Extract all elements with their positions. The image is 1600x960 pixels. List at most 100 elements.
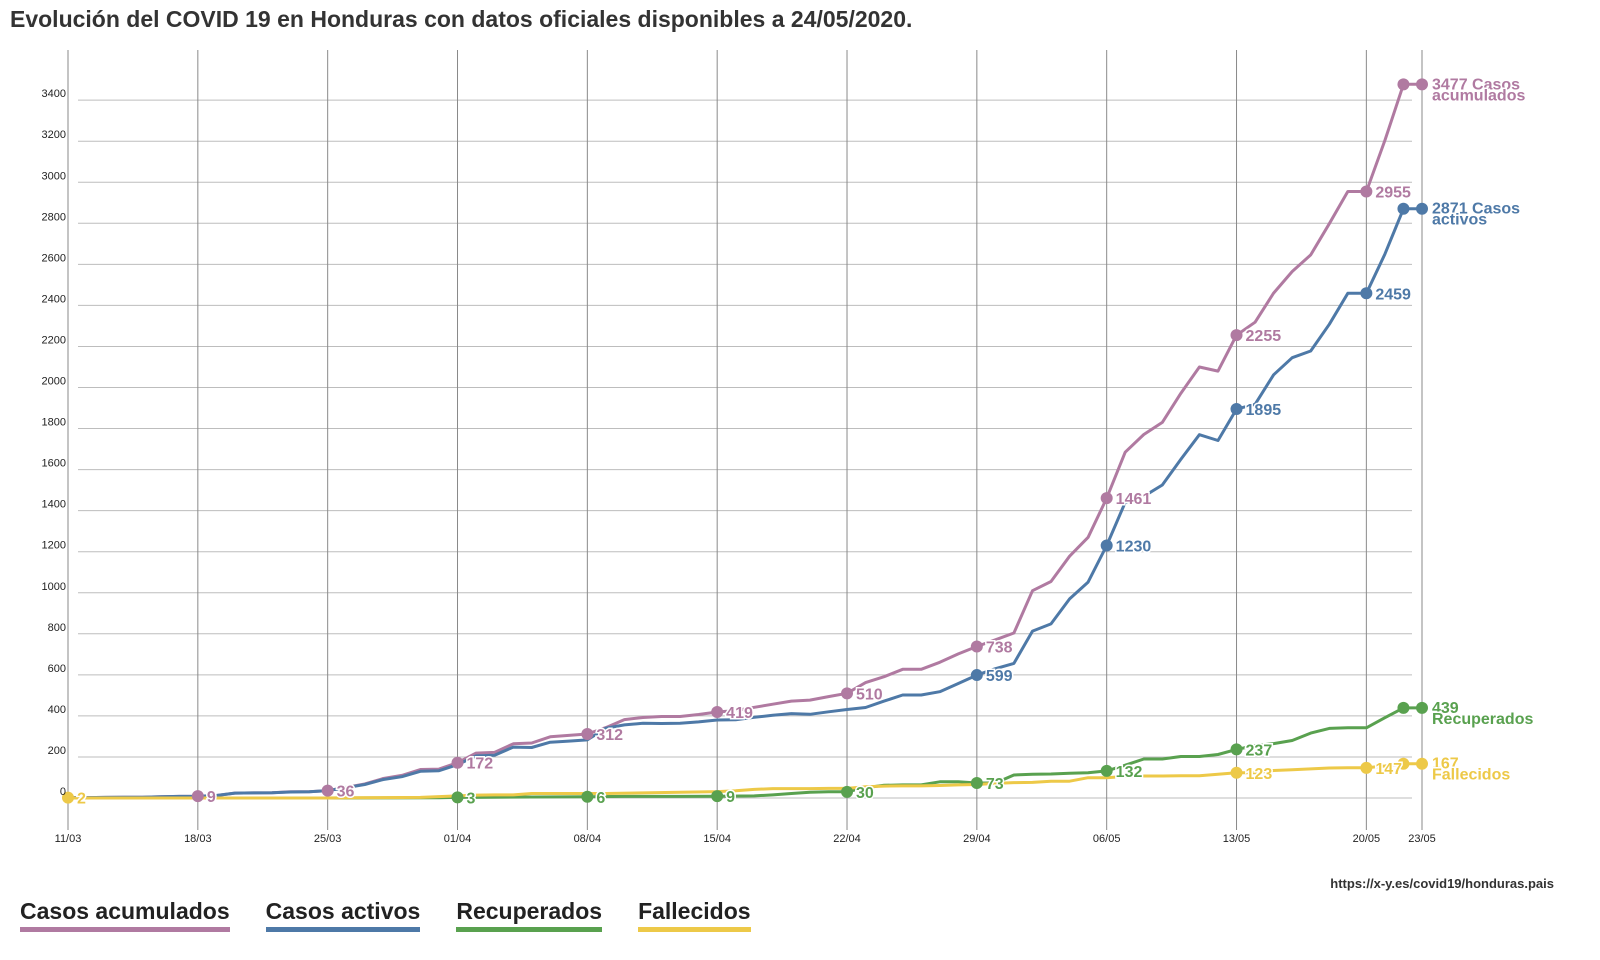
data-label-casos-acumulados: 1461 [1116, 491, 1152, 508]
y-tick-label: 600 [48, 663, 66, 675]
series-lines [66, 82, 1424, 800]
data-point-fallecidos [1230, 766, 1243, 779]
data-label-fallecidos: 123 [1246, 766, 1273, 783]
data-point-casos-activos [1360, 287, 1373, 300]
data-point-casos-activos [1397, 202, 1410, 215]
data-point-fallecidos [1416, 757, 1428, 770]
series-line-casos-activos [66, 207, 1424, 800]
data-point-fallecidos [1360, 761, 1373, 774]
data-label-casos-acumulados: 9 [207, 789, 216, 806]
data-label-recuperados: 30 [856, 785, 874, 802]
end-label-casos-acumulados: 3477 Casos [1432, 76, 1520, 93]
x-tick-label: 25/03 [314, 833, 342, 845]
y-tick-label: 3000 [42, 170, 66, 182]
y-tick-label: 400 [48, 704, 66, 716]
data-point-recuperados [970, 777, 983, 790]
end-label-fallecidos: Fallecidos [1432, 767, 1510, 784]
data-point-casos-activos [970, 669, 983, 682]
grid [67, 50, 1423, 830]
legend-item-recuperados: Recuperados [456, 898, 603, 932]
data-point-casos-acumulados [1100, 492, 1113, 505]
data-label-casos-acumulados: 738 [986, 640, 1013, 657]
x-tick-label: 20/05 [1353, 833, 1381, 845]
data-point-casos-acumulados [1360, 185, 1373, 198]
data-label-casos-acumulados: 312 [596, 727, 623, 744]
end-label-casos-activos: 2871 Casos [1432, 201, 1520, 218]
data-label-fallecidos: 2 [77, 791, 86, 808]
data-label-recuperados: 237 [1246, 742, 1273, 759]
data-label-casos-activos: 1895 [1246, 402, 1282, 419]
y-tick-label: 1400 [42, 499, 66, 511]
y-tick-label: 800 [48, 622, 66, 634]
y-tick-label: 2400 [42, 293, 66, 305]
y-tick-label: 2600 [42, 252, 66, 264]
x-tick-label: 08/04 [574, 833, 602, 845]
data-label-casos-acumulados: 172 [467, 756, 494, 773]
y-tick-label: 200 [48, 745, 66, 757]
data-point-casos-acumulados [191, 790, 204, 803]
y-tick-label: 3200 [42, 129, 66, 141]
data-label-recuperados: 6 [596, 790, 605, 807]
data-point-recuperados [451, 791, 464, 804]
y-tick-label: 2800 [42, 211, 66, 223]
data-point-fallecidos [1397, 757, 1410, 770]
x-tick-label: 22/04 [833, 833, 861, 845]
legend-item-casos-activos: Casos activos [265, 898, 421, 932]
data-point-casos-acumulados [841, 687, 854, 700]
data-label-recuperados: 3 [467, 790, 476, 807]
data-label-recuperados: 73 [986, 776, 1004, 793]
legend-item-casos-acumulados: Casos acumulados [20, 898, 230, 932]
end-label-casos-activos: activos [1432, 212, 1487, 229]
axis-labels: 0200400600800100012001400160018002000220… [42, 88, 1436, 845]
data-point-casos-acumulados [581, 727, 594, 740]
data-point-casos-acumulados [321, 784, 334, 797]
x-tick-label: 18/03 [184, 833, 212, 845]
data-point-casos-activos [1230, 403, 1243, 416]
data-label-casos-acumulados: 2255 [1246, 328, 1282, 345]
y-tick-label: 1600 [42, 458, 66, 470]
legend: Casos acumulados Casos activos Recuperad… [20, 898, 787, 932]
data-label-casos-acumulados: 419 [726, 705, 753, 722]
data-label-casos-acumulados: 510 [856, 686, 883, 703]
end-label-fallecidos: 167 [1432, 756, 1459, 773]
data-label-recuperados: 9 [726, 789, 735, 806]
x-tick-label: 01/04 [444, 833, 472, 845]
data-label-recuperados: 132 [1116, 764, 1143, 781]
series-line-fallecidos [66, 762, 1424, 800]
end-label-recuperados: Recuperados [1432, 711, 1533, 728]
data-point-recuperados [1100, 764, 1113, 777]
y-tick-label: 3400 [42, 88, 66, 100]
data-point-casos-acumulados [711, 706, 724, 719]
y-tick-label: 1000 [42, 581, 66, 593]
data-label-casos-acumulados: 36 [337, 784, 355, 801]
x-tick-label: 11/03 [55, 833, 82, 845]
source-url[interactable]: https://x-y.es/covid19/honduras.pais [1330, 876, 1554, 891]
x-tick-label: 06/05 [1093, 833, 1121, 845]
data-label-casos-activos: 1230 [1116, 539, 1152, 556]
end-label-recuperados: 439 [1432, 700, 1459, 717]
data-point-recuperados [581, 790, 594, 803]
data-point-recuperados [711, 790, 724, 803]
data-point-recuperados [1230, 743, 1243, 756]
x-tick-label: 29/04 [963, 833, 991, 845]
end-label-casos-acumulados: acumulados [1432, 87, 1525, 104]
data-label-casos-acumulados: 2955 [1375, 184, 1411, 201]
data-point-recuperados [841, 785, 854, 798]
chart-title: Evolución del COVID 19 en Honduras con d… [10, 6, 913, 32]
data-point-casos-activos [1416, 202, 1428, 215]
data-point-casos-acumulados [451, 756, 464, 769]
data-label-casos-activos: 2459 [1375, 286, 1411, 303]
y-tick-label: 1800 [42, 417, 66, 429]
x-tick-label: 23/05 [1408, 833, 1436, 845]
data-label-casos-activos: 599 [986, 668, 1013, 685]
data-point-recuperados [1416, 701, 1428, 714]
data-point-casos-acumulados [1397, 78, 1410, 91]
data-label-fallecidos: 147 [1375, 761, 1402, 778]
data-point-casos-acumulados [1230, 329, 1243, 342]
x-tick-label: 13/05 [1223, 833, 1251, 845]
data-point-recuperados [1397, 701, 1410, 714]
y-tick-label: 0 [60, 786, 66, 798]
data-point-casos-activos [1100, 539, 1113, 552]
x-tick-label: 15/04 [703, 833, 731, 845]
